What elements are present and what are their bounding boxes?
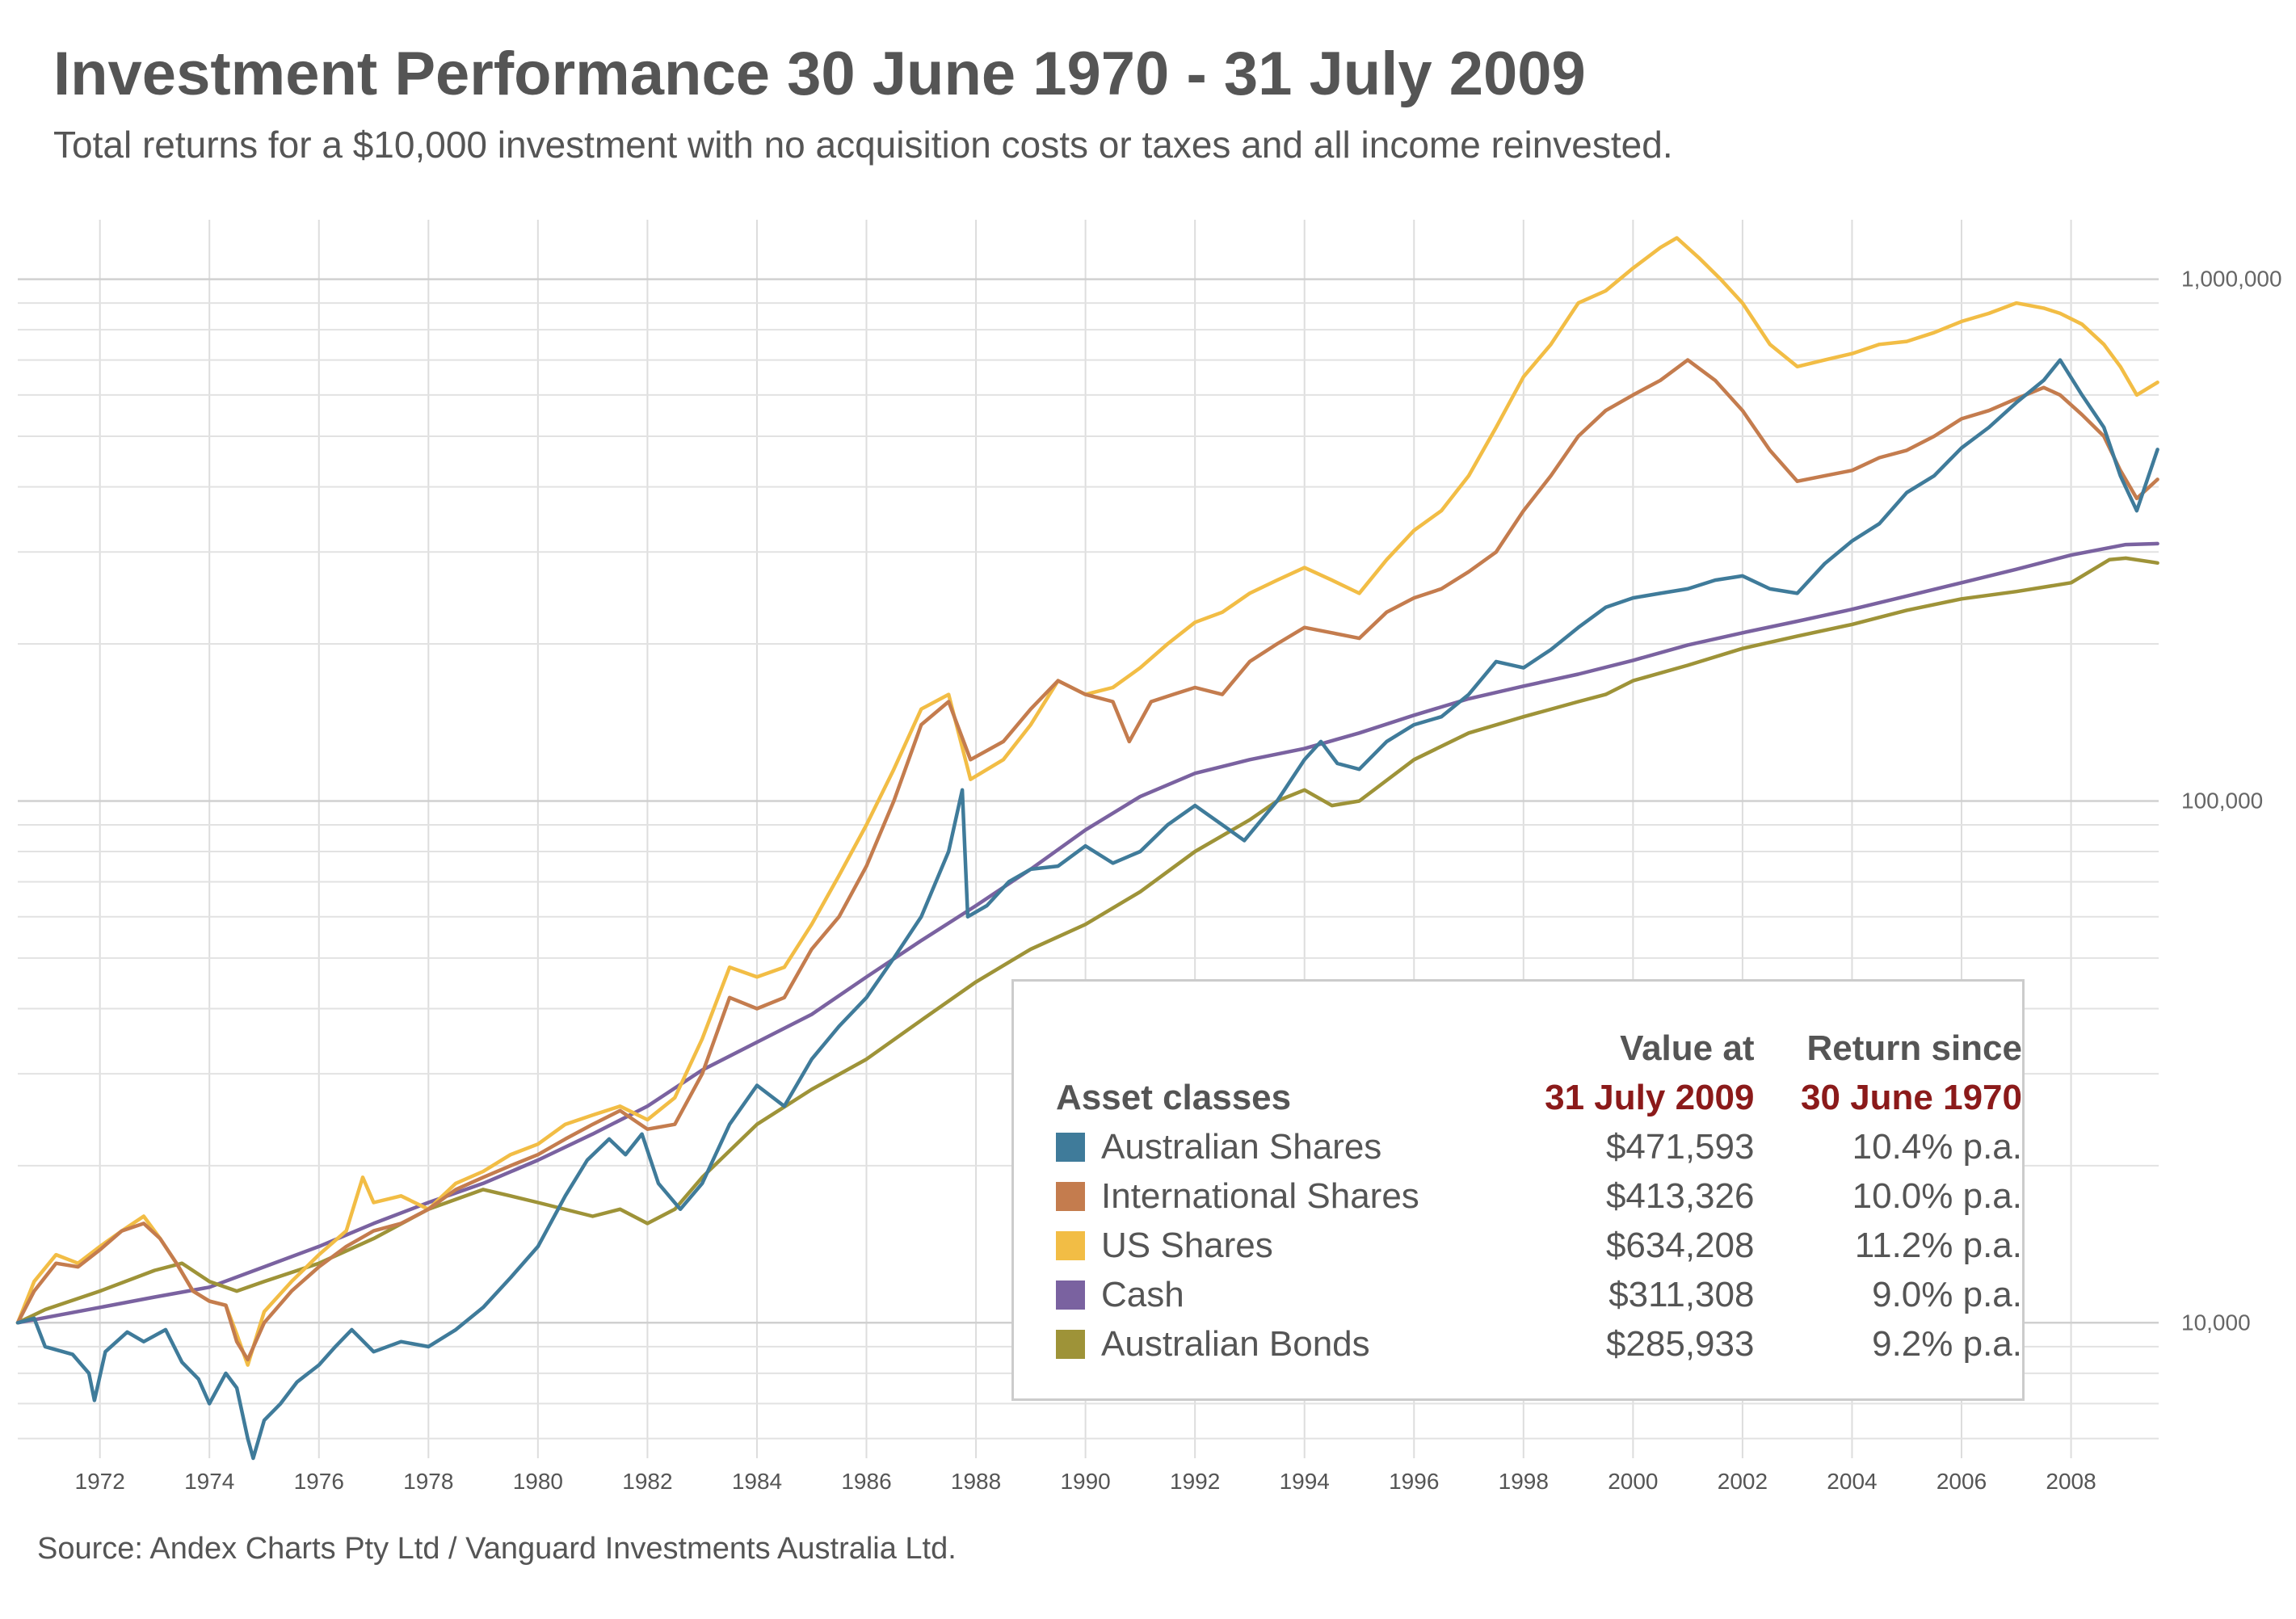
chart-subtitle: Total returns for a $10,000 investment w… bbox=[53, 124, 1673, 166]
x-tick-label: 1982 bbox=[622, 1469, 672, 1494]
legend-asset-name: Australian Shares bbox=[1101, 1126, 1382, 1167]
legend-header-value-date: 31 July 2009 bbox=[1545, 1077, 1755, 1117]
legend-value: $311,308 bbox=[1608, 1274, 1755, 1314]
y-axis-labels: 10,000 100,000 1,000,000 bbox=[2181, 267, 2282, 1335]
legend-return: 9.0% p.a. bbox=[1872, 1274, 2022, 1314]
x-tick-label: 1976 bbox=[294, 1469, 344, 1494]
y-tick-label: 1,000,000 bbox=[2181, 267, 2282, 292]
legend-return: 11.2% p.a. bbox=[1854, 1225, 2022, 1265]
x-tick-label: 1998 bbox=[1499, 1469, 1549, 1494]
series-line-international-shares bbox=[15, 358, 2159, 1362]
legend-entry: Australian Bonds bbox=[1056, 1319, 1537, 1369]
x-tick-label: 1978 bbox=[403, 1469, 453, 1494]
legend: Value at Return since Asset classes 31 J… bbox=[1011, 979, 2025, 1401]
x-tick-label: 1994 bbox=[1280, 1469, 1330, 1494]
legend-value: $413,326 bbox=[1605, 1175, 1755, 1216]
legend-entry: International Shares bbox=[1056, 1171, 1537, 1221]
x-tick-label: 1980 bbox=[513, 1469, 563, 1494]
legend-asset-name: Australian Bonds bbox=[1101, 1323, 1370, 1364]
legend-header-value-label: Value at bbox=[1620, 1028, 1755, 1068]
legend-row-us-shares: US Shares $634,208 11.2% p.a. bbox=[1056, 1221, 2022, 1270]
legend-asset-name: Cash bbox=[1101, 1274, 1184, 1314]
series-line-australian-shares bbox=[15, 358, 2159, 1461]
legend-value: $471,593 bbox=[1605, 1126, 1755, 1167]
legend-header-row-2: Asset classes 31 July 2009 30 June 1970 bbox=[1056, 1073, 2022, 1122]
source-note: Source: Andex Charts Pty Ltd / Vanguard … bbox=[37, 1532, 957, 1566]
x-tick-label: 2000 bbox=[1608, 1469, 1658, 1494]
legend-row-australian-shares: Australian Shares $471,593 10.4% p.a. bbox=[1056, 1122, 2022, 1171]
legend-header-asset-classes: Asset classes bbox=[1056, 1077, 1292, 1117]
x-tick-label: 1986 bbox=[841, 1469, 891, 1494]
legend-return: 9.2% p.a. bbox=[1872, 1323, 2022, 1364]
legend-return: 10.0% p.a. bbox=[1852, 1175, 2022, 1216]
legend-return: 10.4% p.a. bbox=[1852, 1126, 2022, 1167]
legend-entry: US Shares bbox=[1056, 1221, 1537, 1270]
chart-title: Investment Performance 30 June 1970 - 31… bbox=[53, 40, 1586, 108]
legend-header-blank bbox=[1056, 1024, 1537, 1073]
series-line-us-shares bbox=[15, 236, 2159, 1367]
legend-table: Value at Return since Asset classes 31 J… bbox=[1056, 1024, 2022, 1369]
series-line-cash bbox=[15, 541, 2159, 1325]
legend-swatch bbox=[1056, 1230, 1085, 1260]
x-tick-label: 1992 bbox=[1170, 1469, 1220, 1494]
series-lines bbox=[15, 236, 2159, 1461]
x-tick-label: 2008 bbox=[2046, 1469, 2096, 1494]
legend-row-australian-bonds: Australian Bonds $285,933 9.2% p.a. bbox=[1056, 1319, 2022, 1369]
x-axis-labels: 1972 1974 1976 1978 1980 1982 1984 1986 1988 1990… bbox=[75, 1469, 2096, 1494]
legend-entry: Australian Shares bbox=[1056, 1122, 1537, 1171]
x-tick-label: 1972 bbox=[75, 1469, 125, 1494]
legend-header-row-1: Value at Return since bbox=[1056, 1024, 2022, 1073]
legend-entry: Cash bbox=[1056, 1270, 1537, 1319]
x-tick-label: 2006 bbox=[1936, 1469, 1987, 1494]
legend-value: $285,933 bbox=[1605, 1323, 1755, 1364]
legend-swatch bbox=[1056, 1132, 1085, 1162]
legend-header-return-date: 30 June 1970 bbox=[1801, 1077, 2022, 1117]
legend-row-cash: Cash $311,308 9.0% p.a. bbox=[1056, 1270, 2022, 1319]
legend-swatch bbox=[1056, 1181, 1085, 1211]
legend-value: $634,208 bbox=[1605, 1225, 1755, 1265]
legend-row-international-shares: International Shares $413,326 10.0% p.a. bbox=[1056, 1171, 2022, 1221]
x-tick-label: 2004 bbox=[1827, 1469, 1877, 1494]
x-tick-label: 1974 bbox=[184, 1469, 234, 1494]
x-tick-label: 1990 bbox=[1060, 1469, 1110, 1494]
legend-header-return-label: Return since bbox=[1806, 1028, 2022, 1068]
legend-asset-name: US Shares bbox=[1101, 1225, 1273, 1265]
y-tick-label: 100,000 bbox=[2181, 788, 2263, 813]
x-tick-label: 1996 bbox=[1389, 1469, 1439, 1494]
legend-swatch bbox=[1056, 1329, 1085, 1359]
x-tick-label: 2002 bbox=[1718, 1469, 1768, 1494]
legend-asset-name: International Shares bbox=[1101, 1175, 1419, 1216]
x-tick-label: 1988 bbox=[951, 1469, 1001, 1494]
legend-swatch bbox=[1056, 1280, 1085, 1310]
x-tick-label: 1984 bbox=[732, 1469, 782, 1494]
y-tick-label: 10,000 bbox=[2181, 1310, 2251, 1335]
